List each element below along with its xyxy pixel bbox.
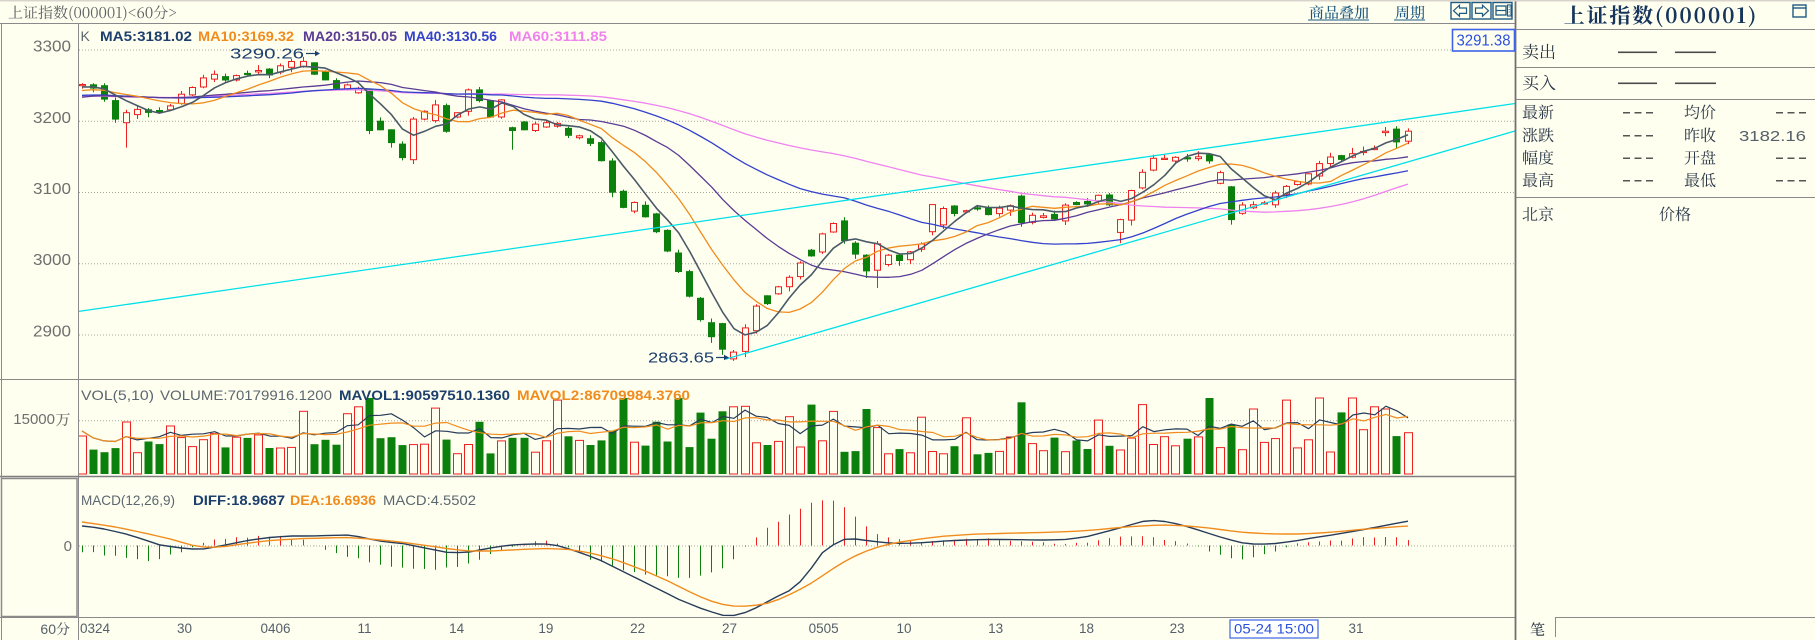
svg-text:13: 13 [988, 621, 1003, 636]
svg-text:MA10:3169.32: MA10:3169.32 [198, 28, 294, 44]
svg-text:05-24 15:00: 05-24 15:00 [1234, 622, 1314, 637]
svg-text:VOL(5,10): VOL(5,10) [81, 387, 154, 403]
svg-text:30: 30 [177, 621, 192, 636]
svg-text:3182.16: 3182.16 [1739, 128, 1806, 145]
svg-text:VOLUME:70179916.1200: VOLUME:70179916.1200 [160, 387, 332, 403]
svg-text:MAVOL2:86709984.3760: MAVOL2:86709984.3760 [517, 387, 690, 403]
svg-text:DEA:16.6936: DEA:16.6936 [290, 492, 376, 508]
svg-text:31: 31 [1348, 621, 1363, 636]
svg-text:3000: 3000 [33, 252, 71, 269]
svg-text:3100: 3100 [33, 181, 71, 198]
svg-text:22: 22 [630, 621, 645, 636]
svg-text:MA60:3111.85: MA60:3111.85 [509, 28, 607, 44]
svg-text:18: 18 [1079, 621, 1094, 636]
svg-text:23: 23 [1170, 621, 1185, 636]
svg-text:MA40:3130.56: MA40:3130.56 [404, 28, 497, 44]
svg-text:MA20:3150.05: MA20:3150.05 [303, 28, 397, 44]
svg-text:0505: 0505 [809, 621, 839, 636]
svg-text:3300: 3300 [33, 39, 71, 56]
svg-text:11: 11 [357, 621, 371, 636]
svg-text:2863.65: 2863.65 [648, 350, 714, 367]
svg-text:0324: 0324 [80, 621, 111, 636]
svg-text:MA5:3181.02: MA5:3181.02 [100, 28, 192, 44]
svg-text:15000: 15000 [13, 411, 55, 428]
svg-text:2900: 2900 [33, 324, 71, 341]
svg-text:DIFF:18.9687: DIFF:18.9687 [193, 492, 285, 508]
svg-text:MACD(12,26,9): MACD(12,26,9) [81, 492, 175, 508]
svg-text:3291.38: 3291.38 [1457, 33, 1511, 50]
svg-text:60: 60 [40, 621, 56, 637]
svg-text:14: 14 [449, 621, 465, 636]
svg-text:19: 19 [538, 621, 553, 636]
svg-text:0406: 0406 [260, 621, 290, 636]
svg-text:0: 0 [64, 538, 72, 555]
svg-text:27: 27 [722, 621, 737, 636]
svg-text:MACD:4.5502: MACD:4.5502 [383, 492, 476, 508]
svg-text:3290.26: 3290.26 [230, 46, 304, 63]
svg-text:10: 10 [896, 621, 911, 636]
svg-text:MAVOL1:90597510.1360: MAVOL1:90597510.1360 [339, 387, 510, 403]
svg-text:K: K [81, 28, 91, 44]
svg-text:3200: 3200 [33, 110, 71, 127]
